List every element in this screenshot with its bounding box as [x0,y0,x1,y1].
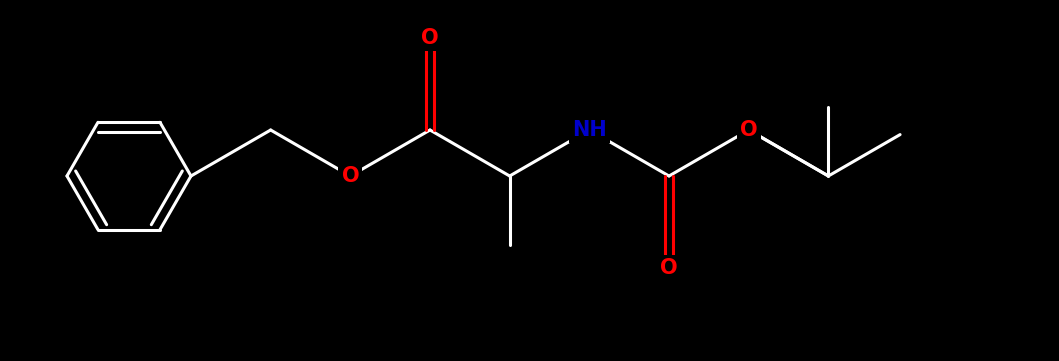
Text: NH: NH [572,120,607,140]
Text: O: O [341,166,359,186]
Text: O: O [660,258,678,278]
Text: O: O [421,28,438,48]
Text: O: O [740,120,757,140]
